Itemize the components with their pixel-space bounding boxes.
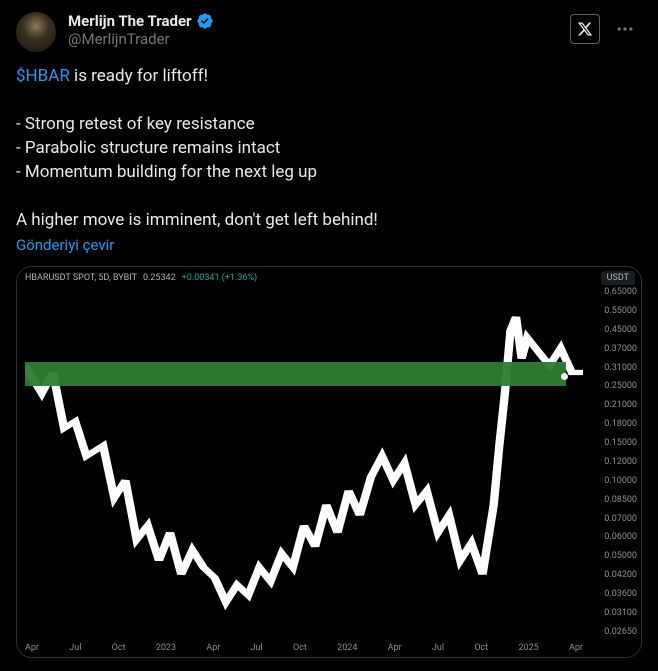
price-line	[25, 317, 583, 602]
x-tick: Jul	[251, 643, 263, 653]
x-tick: Oct	[293, 643, 307, 653]
x-axis: Apr Jul Oct 2023 Apr Jul Oct 2024 Apr Jul Oct 2025 A…	[25, 643, 583, 653]
line1-rest: is ready for liftoff!	[70, 66, 208, 86]
x-tick: 2023	[156, 643, 176, 653]
x-logo-button[interactable]	[570, 14, 600, 44]
chart-price: 0.25342	[143, 273, 176, 283]
y-tick: 0.07000	[587, 514, 637, 524]
tweet-text: $HBAR is ready for liftoff! - Strong ret…	[16, 64, 642, 232]
x-tick: Apr	[25, 643, 39, 653]
display-name[interactable]: Merlijn The Trader	[68, 12, 192, 30]
tweet-closing: A higher move is imminent, don't get lef…	[16, 208, 642, 232]
resistance-zone	[25, 362, 566, 386]
verified-badge-icon	[196, 12, 214, 30]
y-axis: 0.65000 0.55000 0.45000 0.37000 0.31000 0.250…	[587, 287, 637, 637]
chart-change: +0.00341 (+1.36%)	[182, 273, 258, 283]
y-tick: 0.05000	[587, 551, 637, 561]
x-tick: Apr	[569, 643, 583, 653]
x-tick: Apr	[388, 643, 402, 653]
y-tick: 0.04200	[587, 570, 637, 580]
y-tick: 0.10000	[587, 476, 637, 486]
chart-header: HBARUSDT SPOT, 5D, BYBIT 0.25342 +0.0034…	[25, 273, 257, 283]
y-tick: 0.37000	[587, 344, 637, 354]
y-tick: 0.06000	[587, 532, 637, 542]
x-tick: Apr	[206, 643, 220, 653]
chart-inner: HBARUSDT SPOT, 5D, BYBIT 0.25342 +0.0034…	[17, 267, 641, 657]
y-tick: 0.45000	[587, 325, 637, 335]
more-icon	[615, 19, 635, 39]
x-tick: Jul	[69, 643, 81, 653]
y-tick: 0.21000	[587, 400, 637, 410]
y-tick: 0.12000	[587, 457, 637, 467]
y-tick: 0.55000	[587, 306, 637, 316]
avatar[interactable]	[16, 12, 56, 52]
tweet-bullet-3: - Momentum building for the next leg up	[16, 160, 642, 184]
avatar-image	[16, 12, 56, 52]
header-actions	[570, 12, 642, 46]
x-tick: Oct	[474, 643, 488, 653]
user-handle[interactable]: @MerlijnTrader	[68, 30, 570, 48]
current-price-marker	[561, 373, 568, 380]
x-tick: Jul	[432, 643, 444, 653]
x-tick: Oct	[112, 643, 126, 653]
y-tick: 0.65000	[587, 287, 637, 297]
chart-image[interactable]: HBARUSDT SPOT, 5D, BYBIT 0.25342 +0.0034…	[16, 266, 642, 658]
tweet-bullet-1: - Strong retest of key resistance	[16, 112, 642, 136]
translate-link[interactable]: Gönderiyi çevir	[16, 236, 642, 254]
y-tick: 0.31000	[587, 363, 637, 373]
cashtag-link[interactable]: $HBAR	[16, 66, 70, 86]
price-line-svg	[25, 289, 583, 637]
y-tick: 0.03100	[587, 608, 637, 618]
x-tick: 2024	[337, 643, 357, 653]
quote-currency-badge: USDT	[601, 271, 635, 285]
y-tick: 0.25000	[587, 381, 637, 391]
tweet-bullet-2: - Parabolic structure remains intact	[16, 136, 642, 160]
plot-area	[25, 289, 583, 637]
x-tick: 2025	[518, 643, 538, 653]
tweet-header: Merlijn The Trader @MerlijnTrader	[16, 12, 642, 52]
y-tick: 0.15000	[587, 438, 637, 448]
tweet-container: Merlijn The Trader @MerlijnTrader $HBAR …	[0, 0, 658, 670]
y-tick: 0.18000	[587, 419, 637, 429]
y-tick: 0.08500	[587, 495, 637, 505]
more-options-button[interactable]	[608, 12, 642, 46]
y-tick: 0.02650	[587, 627, 637, 637]
tweet-line-1: $HBAR is ready for liftoff!	[16, 64, 642, 88]
chart-symbol: HBARUSDT SPOT, 5D, BYBIT	[25, 273, 137, 283]
x-logo-icon	[577, 21, 593, 37]
display-name-row: Merlijn The Trader	[68, 12, 570, 30]
user-info: Merlijn The Trader @MerlijnTrader	[68, 12, 570, 48]
y-tick: 0.03600	[587, 589, 637, 599]
